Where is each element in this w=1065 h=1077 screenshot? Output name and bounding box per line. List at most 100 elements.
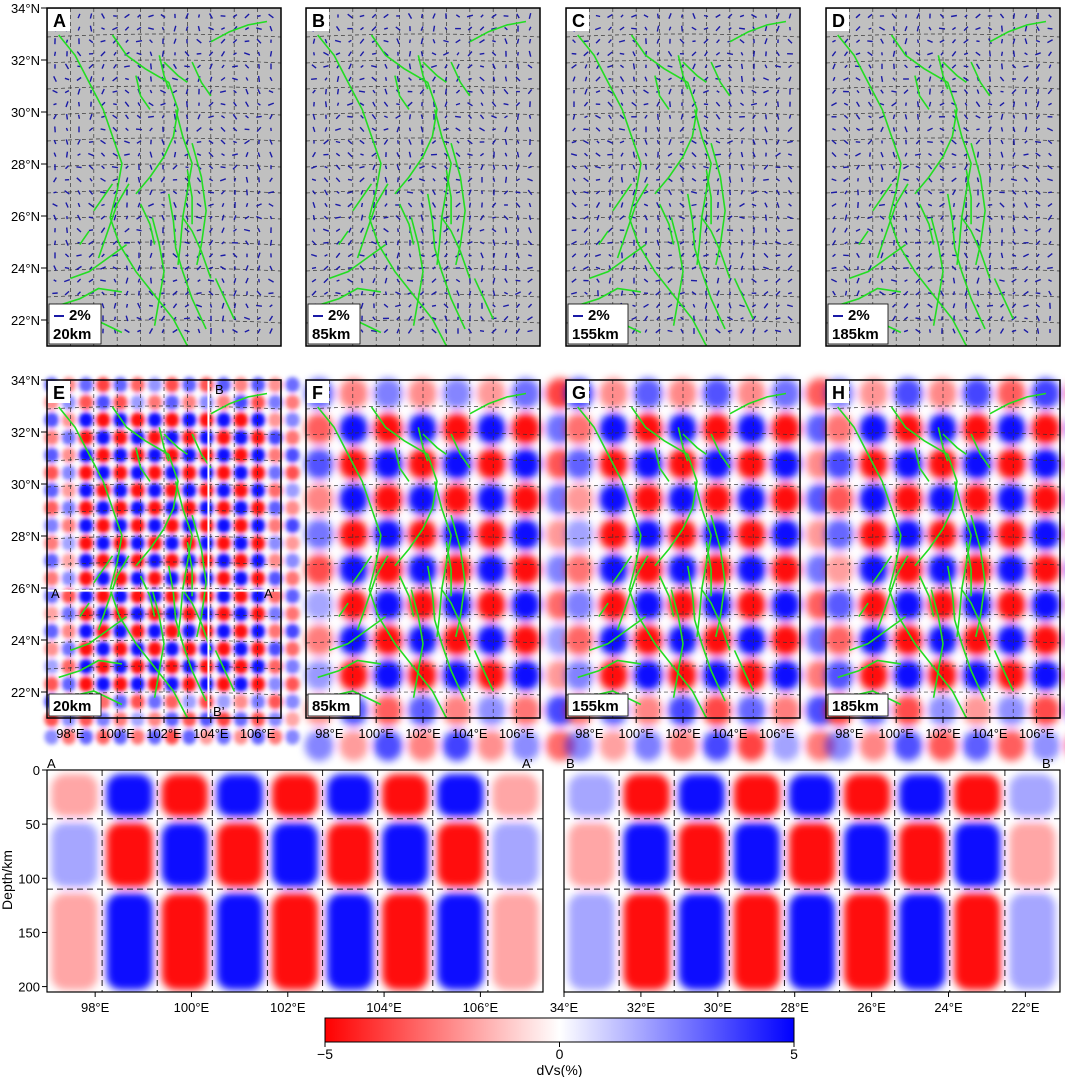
anisotropy-bar: [607, 101, 613, 107]
fault-trace-H-16: [993, 650, 1014, 692]
fault-trace-A-7: [58, 287, 123, 307]
anisotropy-bar: [740, 89, 744, 94]
anisotropy-bar: [939, 191, 945, 194]
anisotropy-bar: [396, 240, 400, 246]
fault-trace-B-4: [426, 193, 466, 330]
anisotropy-bar: [208, 239, 214, 246]
checker-cell: [962, 483, 992, 515]
fault-trace-A-20: [186, 170, 193, 225]
checker-cell: [130, 711, 145, 727]
anisotropy-bar: [372, 164, 376, 171]
anisotropy-bar: [620, 290, 624, 296]
anisotropy-bar: [607, 241, 613, 244]
parallel: [46, 111, 282, 116]
anisotropy-bar: [631, 290, 637, 296]
checker-cell: [1031, 448, 1061, 480]
checker-cell: [61, 570, 76, 587]
anisotropy-bar: [233, 228, 237, 232]
fault-trace-B-13: [417, 55, 429, 90]
checker-cell: [859, 518, 889, 550]
anisotropy-bar: [764, 190, 768, 194]
anisotropy-bar: [764, 102, 768, 107]
anisotropy-bar: [516, 252, 520, 259]
anisotropy-bar: [904, 126, 908, 133]
anisotropy-bar: [1035, 203, 1041, 207]
anisotropy-bar: [632, 164, 636, 170]
anisotropy-bar: [775, 227, 781, 233]
anisotropy-bar: [583, 165, 589, 170]
checker-cell: [736, 378, 766, 410]
checker-cell: [130, 588, 145, 604]
anisotropy-bar: [975, 63, 981, 70]
anisotropy-bar: [468, 77, 472, 81]
anisotropy-bar: [571, 278, 577, 283]
checker-cell: [164, 535, 180, 551]
anisotropy-bar: [867, 51, 873, 57]
anisotropy-bar: [787, 126, 793, 132]
anisotropy-bar: [963, 114, 969, 120]
depth-label: 185km: [832, 326, 879, 343]
anisotropy-bar: [939, 240, 945, 246]
checker-cell: [702, 413, 732, 445]
checker-cell: [476, 589, 506, 621]
anisotropy-bar: [620, 102, 624, 106]
anisotropy-bar: [407, 177, 413, 182]
checker-cell: [61, 641, 76, 657]
anisotropy-bar: [312, 38, 316, 44]
checker-cell: [130, 570, 145, 587]
anisotropy-bar: [221, 64, 225, 69]
anisotropy-bar: [527, 88, 533, 95]
anisotropy-bar: [584, 64, 588, 69]
anisotropy-bar: [643, 103, 649, 106]
anisotropy-bar: [787, 216, 793, 220]
anisotropy-bar: [951, 189, 957, 196]
anisotropy-bar: [916, 101, 920, 108]
anisotropy-bar: [53, 265, 57, 271]
checker-cell: [130, 429, 145, 446]
anisotropy-bar: [715, 328, 721, 334]
anisotropy-bar: [940, 89, 944, 94]
anisotropy-bar: [312, 126, 316, 133]
anisotropy-bar: [1011, 303, 1017, 309]
anisotropy-bar: [692, 63, 696, 70]
checker-cell: [113, 429, 128, 446]
lon-tick-label: 104°E: [712, 726, 748, 741]
anisotropy-bar: [77, 114, 81, 119]
anisotropy-bar: [879, 215, 885, 220]
anisotropy-bar: [619, 140, 625, 144]
anisotropy-bar: [752, 215, 756, 220]
anisotropy-bar: [492, 216, 496, 219]
anisotropy-bar: [904, 227, 908, 233]
anisotropy-bar: [221, 227, 225, 234]
anisotropy-bar: [880, 164, 884, 171]
anisotropy-bar: [220, 190, 226, 195]
anisotropy-bar: [986, 304, 994, 307]
fault-trace-A-17: [139, 203, 156, 245]
fault-traces: [837, 392, 1047, 719]
anisotropy-bar: [1035, 228, 1041, 233]
anisotropy-bar: [917, 113, 919, 120]
parallel: [565, 613, 801, 618]
anisotropy-bar: [1048, 102, 1052, 106]
anisotropy-bar: [1023, 65, 1029, 68]
anisotropy-bar: [89, 25, 93, 32]
checker-cell: [927, 695, 957, 726]
anisotropy-bar: [88, 127, 94, 132]
checker-cell: [442, 378, 472, 410]
anisotropy-bar: [692, 89, 696, 94]
anisotropy-bar: [65, 202, 69, 208]
anisotropy-bar: [764, 329, 768, 333]
anisotropy-bar: [269, 50, 273, 57]
checker-cell: [164, 658, 180, 675]
anisotropy-bar: [208, 165, 214, 170]
depth-tick-label: 200: [18, 980, 40, 995]
profile-label-b-prime: B’: [213, 704, 225, 719]
anisotropy-bar: [347, 13, 353, 19]
anisotropy-bar: [726, 140, 734, 144]
depth-label: 155km: [572, 698, 619, 715]
anisotropy-bar: [491, 228, 497, 233]
anisotropy-bar: [504, 152, 508, 157]
anisotropy-bar: [528, 291, 532, 296]
anisotropy-bar: [371, 52, 377, 55]
anisotropy-bar: [208, 191, 214, 194]
